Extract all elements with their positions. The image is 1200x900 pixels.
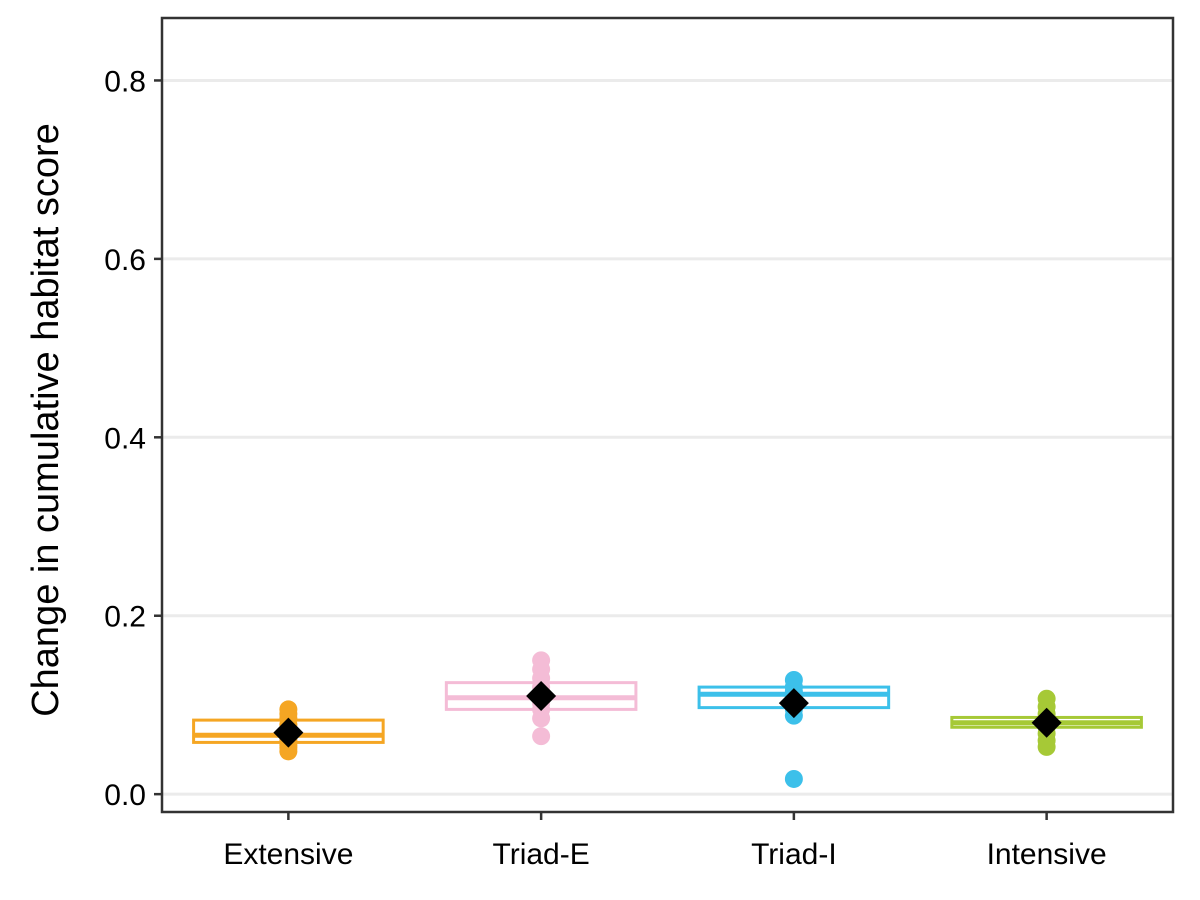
x-tick-label-extensive: Extensive xyxy=(223,838,353,871)
point-triad-e-0 xyxy=(532,727,551,746)
axes: 0.0 0.2 0.4 0.6 0.8 Extensive Triad-E Triad-I In… xyxy=(104,65,1106,871)
point-triad-i-0 xyxy=(784,769,803,788)
x-tick-label-triad-e: Triad-E xyxy=(493,838,590,871)
point-triad-e-9 xyxy=(532,651,551,670)
mean-marker-intensive xyxy=(1031,707,1062,738)
point-extensive-10 xyxy=(279,700,298,719)
y-tick-label-1: 0.2 xyxy=(104,601,146,634)
y-tick-label-3: 0.6 xyxy=(104,244,146,277)
gridlines xyxy=(162,78,1173,796)
boxes xyxy=(192,681,1143,744)
y-tick-label-4: 0.8 xyxy=(104,65,146,98)
mean-markers xyxy=(273,681,1062,748)
mean-marker-triad-i xyxy=(778,688,809,719)
plot-panel-border xyxy=(160,16,1175,814)
y-tick-label-2: 0.4 xyxy=(104,422,146,455)
x-tick-label-triad-i: Triad-I xyxy=(751,838,837,871)
point-intensive-8 xyxy=(1037,689,1056,708)
x-tick-label-intensive: Intensive xyxy=(987,838,1107,871)
points xyxy=(279,651,1056,788)
y-tick-label-0: 0.0 xyxy=(104,779,146,812)
mean-marker-extensive xyxy=(273,717,304,748)
y-axis-title: Change in cumulative habitat score xyxy=(25,123,67,717)
mean-marker-triad-e xyxy=(526,681,557,712)
point-triad-i-8 xyxy=(784,670,803,689)
